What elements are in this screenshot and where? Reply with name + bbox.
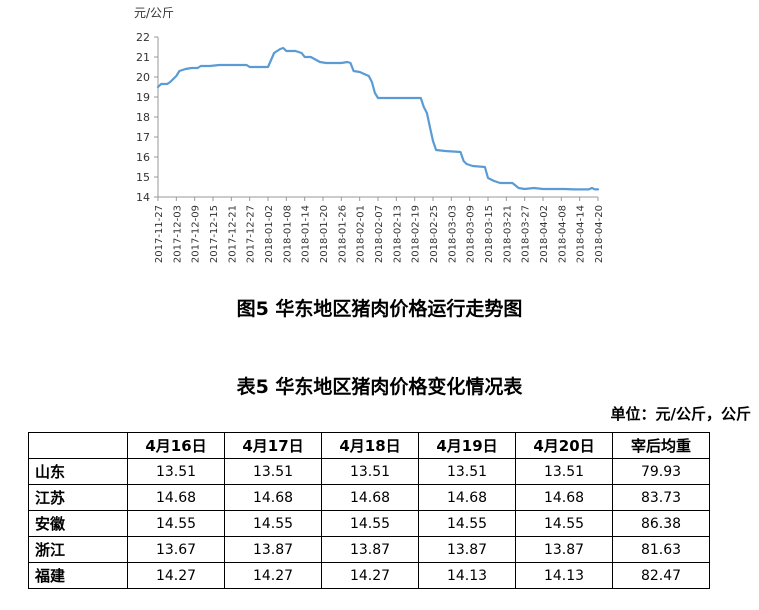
x-tick-label: 2018-02-25 xyxy=(429,205,440,263)
y-tick-label: 21 xyxy=(136,51,150,64)
column-header: 4月17日 xyxy=(224,432,322,459)
price-cell: 14.68 xyxy=(515,484,613,511)
x-tick-label: 2018-04-20 xyxy=(594,205,605,263)
column-header: 4月16日 xyxy=(127,432,225,459)
price-cell: 13.67 xyxy=(127,536,225,563)
weight-cell: 81.63 xyxy=(612,536,710,563)
region-cell: 福建 xyxy=(28,562,128,589)
table-row: 浙江 13.67 13.87 13.87 13.87 13.87 81.63 xyxy=(28,536,710,563)
series-line xyxy=(156,46,600,191)
x-tick-label: 2018-02-07 xyxy=(374,205,385,263)
x-tick-label: 2018-02-13 xyxy=(392,205,403,263)
table-row: 安徽 14.55 14.55 14.55 14.55 14.55 86.38 xyxy=(28,510,710,537)
x-tick-label: 2018-01-26 xyxy=(337,205,348,263)
region-cell: 江苏 xyxy=(28,484,128,511)
x-tick-label: 2018-02-01 xyxy=(356,205,367,263)
table-header-row: 4月16日 4月17日 4月18日 4月19日 4月20日 宰后均重 xyxy=(28,432,710,459)
x-tick-label: 2017-12-03 xyxy=(172,205,183,263)
price-cell: 14.55 xyxy=(321,510,419,537)
region-cell: 山东 xyxy=(28,458,128,485)
x-tick-label: 2018-04-08 xyxy=(557,205,568,263)
price-cell: 14.13 xyxy=(515,562,613,589)
column-header: 宰后均重 xyxy=(612,432,710,459)
x-tick-label: 2018-01-14 xyxy=(301,205,312,263)
plot-series xyxy=(156,46,600,191)
x-tick-label: 2017-12-15 xyxy=(209,205,220,263)
price-cell: 14.55 xyxy=(418,510,516,537)
price-cell: 14.68 xyxy=(321,484,419,511)
x-tick-label: 2018-04-14 xyxy=(576,205,587,263)
weight-cell: 79.93 xyxy=(612,458,710,485)
price-cell: 14.27 xyxy=(127,562,225,589)
table-row: 山东 13.51 13.51 13.51 13.51 13.51 79.93 xyxy=(28,458,710,485)
column-header: 4月18日 xyxy=(321,432,419,459)
price-cell: 13.87 xyxy=(418,536,516,563)
price-cell: 13.87 xyxy=(321,536,419,563)
table-title: 表5 华东地区猪肉价格变化情况表 xyxy=(236,376,523,398)
price-cell: 13.51 xyxy=(224,458,322,485)
y-axis: 14 15 16 17 18 19 20 21 22 xyxy=(136,31,159,204)
weight-cell: 86.38 xyxy=(612,510,710,537)
x-tick-label: 2017-12-27 xyxy=(246,205,257,263)
region-cell: 浙江 xyxy=(28,536,128,563)
weight-cell: 82.47 xyxy=(612,562,710,589)
y-tick-label: 17 xyxy=(136,131,150,144)
table-row: 江苏 14.68 14.68 14.68 14.68 14.68 83.73 xyxy=(28,484,710,511)
x-tick-label: 2017-12-09 xyxy=(191,205,202,263)
price-cell: 14.55 xyxy=(515,510,613,537)
price-cell: 13.51 xyxy=(515,458,613,485)
column-header: 4月20日 xyxy=(515,432,613,459)
table-row: 福建 14.27 14.27 14.27 14.13 14.13 82.47 xyxy=(28,562,710,589)
y-tick-label: 20 xyxy=(136,71,150,84)
x-tick-label: 2018-03-09 xyxy=(466,205,477,263)
x-axis: 2017-11-27 2017-12-03 2017-12-09 2017-12-15… xyxy=(154,196,605,263)
x-tick-label: 2018-01-20 xyxy=(319,205,330,263)
price-cell: 13.87 xyxy=(224,536,322,563)
weight-cell: 83.73 xyxy=(612,484,710,511)
y-tick-label: 14 xyxy=(136,191,150,204)
price-cell: 14.68 xyxy=(418,484,516,511)
y-tick-label: 18 xyxy=(136,111,150,124)
x-tick-label: 2018-01-08 xyxy=(282,205,293,263)
y-tick-label: 19 xyxy=(136,91,150,104)
price-cell: 13.51 xyxy=(321,458,419,485)
x-tick-label: 2018-03-15 xyxy=(484,205,495,263)
x-tick-label: 2018-04-02 xyxy=(539,205,550,263)
price-cell: 13.87 xyxy=(515,536,613,563)
price-cell: 14.27 xyxy=(224,562,322,589)
x-tick-label: 2018-01-02 xyxy=(264,205,275,263)
x-tick-label: 2017-11-27 xyxy=(154,205,165,263)
x-tick-label: 2017-12-21 xyxy=(227,205,238,263)
price-cell: 14.55 xyxy=(127,510,225,537)
x-tick-label: 2018-03-21 xyxy=(502,205,513,263)
price-cell: 13.51 xyxy=(418,458,516,485)
y-tick-label: 22 xyxy=(136,31,150,44)
price-cell: 14.68 xyxy=(127,484,225,511)
x-tick-label: 2018-03-03 xyxy=(447,205,458,263)
y-axis-unit-label: 元/公斤 xyxy=(134,6,174,20)
price-table: 4月16日 4月17日 4月18日 4月19日 4月20日 宰后均重 山东 13… xyxy=(28,432,710,589)
x-tick-label: 2018-03-27 xyxy=(521,205,532,263)
price-cell: 14.13 xyxy=(418,562,516,589)
y-tick-label: 16 xyxy=(136,151,150,164)
header-blank-cell xyxy=(28,432,128,459)
y-tick-label: 15 xyxy=(136,171,150,184)
price-cell: 14.27 xyxy=(321,562,419,589)
unit-label: 单位：元/公斤，公斤 xyxy=(610,405,751,423)
x-tick-label: 2018-02-19 xyxy=(411,205,422,263)
figure-caption: 图5 华东地区猪肉价格运行走势图 xyxy=(236,298,523,320)
price-cell: 13.51 xyxy=(127,458,225,485)
column-header: 4月19日 xyxy=(418,432,516,459)
price-cell: 14.55 xyxy=(224,510,322,537)
price-cell: 14.68 xyxy=(224,484,322,511)
region-cell: 安徽 xyxy=(28,510,128,537)
